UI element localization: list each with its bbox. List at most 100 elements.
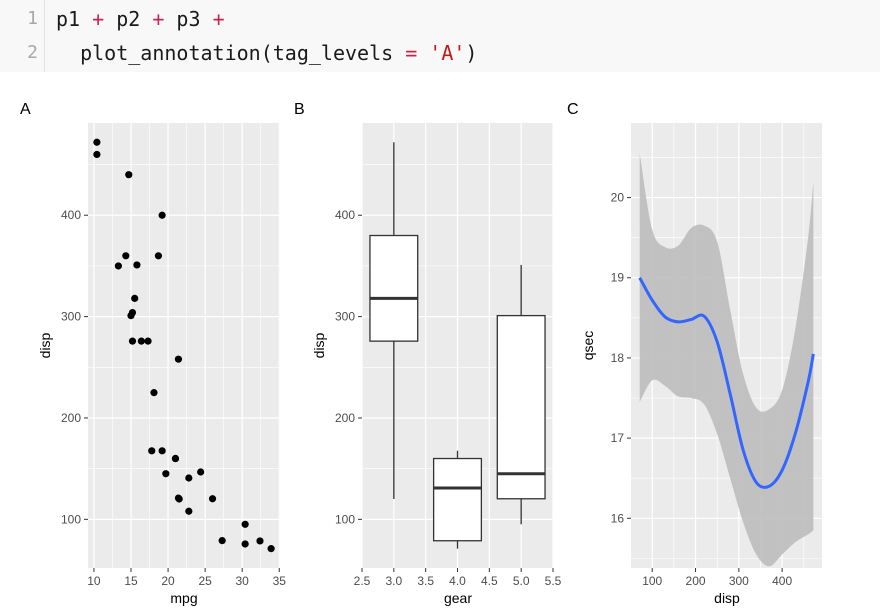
x-tick-label: 300 [729, 574, 749, 588]
x-tick-label: 2.5 [354, 574, 371, 588]
scatter-point [125, 171, 133, 179]
scatter-point [158, 447, 166, 455]
x-tick-label: 5.0 [513, 574, 530, 588]
code-editor: 1 p1 + p2 + p3 + 2 plot_annotation(tag_l… [0, 0, 880, 72]
scatter-point [133, 261, 141, 269]
y-tick-label: 300 [335, 310, 355, 324]
scatter-point [174, 494, 183, 502]
scatter-point [137, 337, 145, 345]
scatter-point [93, 150, 101, 159]
line-number: 1 [27, 8, 38, 29]
x-tick-label: 3.5 [417, 574, 434, 588]
box-3 [369, 142, 419, 499]
scatter-point [241, 540, 249, 548]
scatter-point [218, 537, 226, 545]
scatter-point [197, 468, 205, 476]
x-tick-label: 400 [772, 574, 792, 588]
scatter-point [162, 470, 170, 478]
x-tick-label: 20 [161, 574, 175, 588]
code-token: ) [465, 41, 478, 65]
box-iqr [369, 234, 419, 342]
code-line-2[interactable]: 2 plot_annotation(tag_levels = 'A') [0, 36, 880, 70]
scatter-point [241, 520, 249, 528]
code-text: plot_annotation(tag_levels = 'A') [56, 36, 477, 70]
x-tick-label: 5.5 [545, 574, 562, 588]
y-tick-label: 18 [611, 351, 625, 365]
scatter-point [208, 495, 217, 503]
code-token: + [92, 7, 105, 31]
line-number: 2 [27, 42, 38, 63]
panel-b: 2.5 3.0 3.5 4.0 4.5 5.0 5.5 100 200 300 400 gear dis… [294, 101, 562, 606]
smooth-line [638, 277, 815, 489]
y-tick-label: 400 [335, 208, 355, 222]
x-tick-label: 25 [198, 574, 212, 588]
x-tick-label: 200 [686, 574, 706, 588]
code-token: p2 [104, 7, 153, 31]
y-axis-title: disp [37, 332, 53, 358]
y-tick-label: 16 [611, 511, 625, 525]
y-tick-label: 17 [611, 431, 625, 445]
panel-c: 100 200 300 400 16 17 18 19 20 disp qsec C [567, 101, 822, 606]
y-axis-title: qsec [580, 331, 596, 361]
box-iqr [496, 314, 546, 500]
x-tick-label: 35 [273, 574, 287, 588]
x-tick-label: 15 [124, 574, 138, 588]
x-tick-label: 30 [236, 574, 250, 588]
code-token: 'A' [429, 41, 466, 65]
scatter-point [185, 474, 193, 482]
scatter-point [171, 454, 180, 463]
box-5 [496, 264, 546, 525]
y-tick-label: 400 [61, 208, 81, 222]
scatter-point [93, 138, 101, 146]
y-tick-label: 300 [61, 310, 81, 324]
box-iqr [432, 457, 483, 542]
confidence-ribbon [639, 153, 814, 567]
scatter-point [256, 537, 264, 545]
code-token: + [212, 7, 225, 31]
code-token: plot_annotation(tag_levels [56, 41, 406, 65]
code-line-1[interactable]: 1 p1 + p2 + p3 + [0, 2, 880, 36]
y-tick-label: 100 [335, 512, 355, 526]
scatter-point [150, 389, 158, 397]
code-text: p1 + p2 + p3 + [56, 2, 225, 36]
panel-background [88, 123, 280, 568]
scatter-point [158, 211, 166, 219]
code-token [417, 41, 429, 65]
code-token: p1 [56, 7, 93, 31]
panel-tag: B [294, 101, 305, 118]
x-tick-label: 100 [642, 574, 662, 588]
x-tick-label: 3.0 [385, 574, 402, 588]
y-tick-label: 19 [611, 271, 625, 285]
x-axis-title: gear [444, 590, 472, 606]
scatter-point [131, 294, 139, 302]
panel-tag: A [20, 101, 31, 118]
scatter-point [114, 262, 122, 270]
code-token: = [405, 41, 418, 65]
scatter-point [148, 447, 156, 455]
panel-a: 10 15 20 25 30 35 100 200 300 400 mpg disp A [20, 101, 286, 606]
x-axis-title: disp [714, 590, 740, 606]
y-tick-label: 200 [61, 411, 81, 425]
scatter-point [174, 355, 183, 363]
y-tick-label: 20 [611, 191, 625, 205]
box-4 [432, 450, 483, 549]
scatter-point [267, 545, 275, 553]
x-axis-title: mpg [170, 590, 197, 606]
gutter-divider [44, 0, 45, 72]
scatter-point [127, 311, 135, 320]
scatter-point [144, 337, 152, 345]
code-token: + [152, 7, 165, 31]
patchwork-figure: 10 15 20 25 30 35 100 200 300 400 mpg disp A 2.5 3.0 3.… [20, 101, 822, 606]
y-tick-label: 200 [335, 411, 355, 425]
x-tick-label: 4.5 [481, 574, 498, 588]
x-tick-label: 10 [87, 574, 101, 588]
y-axis-title: disp [311, 332, 327, 358]
panel-tag: C [567, 101, 579, 118]
y-tick-label: 100 [61, 512, 81, 526]
scatter-point [128, 337, 137, 345]
x-tick-label: 4.0 [449, 574, 466, 588]
scatter-point [154, 252, 163, 260]
scatter-point [185, 507, 193, 515]
code-token: p3 [164, 7, 213, 31]
scatter-point [122, 252, 130, 260]
